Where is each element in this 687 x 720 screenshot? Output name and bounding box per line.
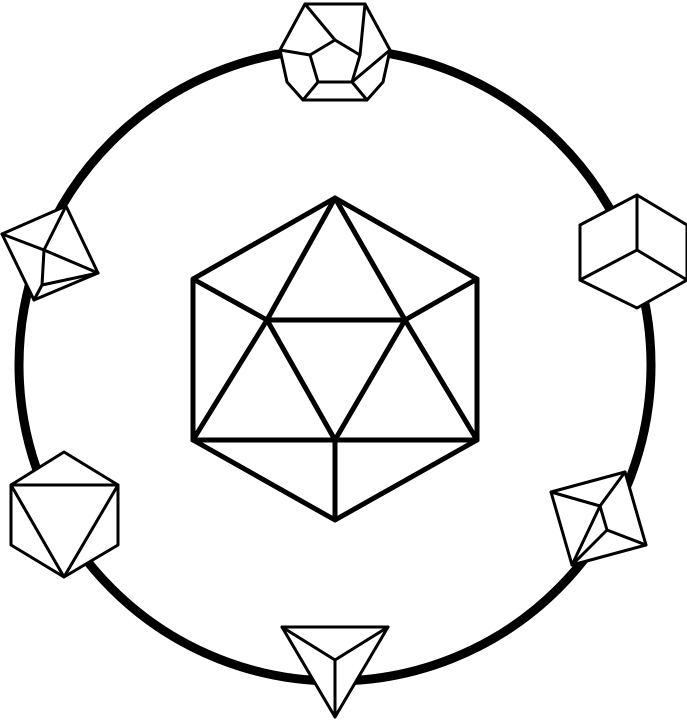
dodecahedron	[278, 2, 392, 102]
octahedron-upper-left	[0, 204, 100, 302]
icosahedron	[190, 195, 480, 523]
octahedron-left	[9, 450, 120, 579]
octahedron-right	[549, 470, 648, 567]
tetrahedron	[280, 625, 390, 719]
cube	[578, 193, 687, 310]
